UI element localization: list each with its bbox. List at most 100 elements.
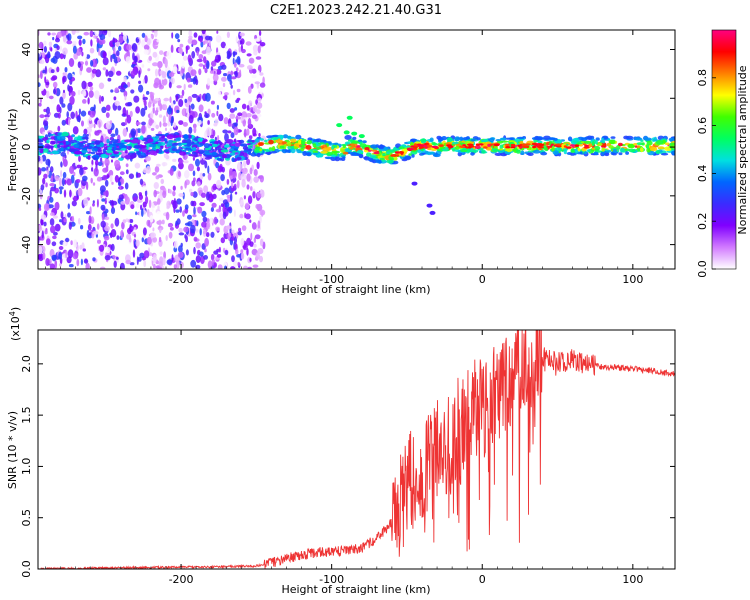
spectrogram-cell xyxy=(156,39,160,43)
spectrogram-cell xyxy=(213,262,217,268)
spectrogram-cell xyxy=(67,212,71,218)
spectrogram-cell xyxy=(237,162,241,171)
spectrogram-cell xyxy=(90,164,93,168)
spectrogram-cell xyxy=(38,225,43,232)
spectrogram-cell xyxy=(431,141,436,146)
spectrogram-cell xyxy=(82,248,87,252)
spectrogram-cell xyxy=(240,199,244,208)
spectrogram-cell xyxy=(73,171,76,177)
spectrogram-cell xyxy=(49,263,55,269)
spectrogram-cell xyxy=(506,147,513,153)
spectrogram-cell xyxy=(229,152,236,156)
spectrogram-cell xyxy=(178,99,184,107)
spectrogram-cell xyxy=(426,203,433,208)
spectrogram-cell xyxy=(241,225,247,232)
spectrogram-cell xyxy=(45,81,50,86)
spectrogram-cell xyxy=(219,197,224,202)
spectrogram-cell xyxy=(617,142,623,147)
spectrogram-cell xyxy=(554,143,562,146)
spectrogram-cell xyxy=(197,206,203,214)
spectrogram-cell xyxy=(132,52,135,61)
spectrogram-cell xyxy=(234,122,238,127)
spectrogram-cell xyxy=(101,160,104,167)
spectrogram-cell xyxy=(141,148,148,153)
spectrogram-cell xyxy=(239,32,245,37)
spectrogram-cell xyxy=(171,32,174,39)
spectrogram-cell xyxy=(206,77,211,86)
spectrogram-cell xyxy=(192,146,197,152)
spectrogram-cell xyxy=(90,177,93,184)
spectrogram-cell xyxy=(591,141,595,147)
spectrogram-cell xyxy=(255,56,262,60)
spectrogram-cell xyxy=(61,177,65,187)
spectrogram-cell xyxy=(240,249,244,254)
spectrogram-cell xyxy=(142,78,145,84)
spectrogram-cell xyxy=(381,159,386,162)
spectrogram-cell xyxy=(45,145,52,149)
spectrogram-cell xyxy=(38,138,42,143)
spectrogram-cell xyxy=(147,101,152,108)
spectrogram-cell xyxy=(164,105,167,111)
spectrogram-cell xyxy=(298,139,302,145)
spectrogram-cell xyxy=(126,143,132,147)
spectrogram-cell xyxy=(204,113,210,119)
spectrogram-cell xyxy=(195,264,201,269)
spectrogram-cell xyxy=(49,183,55,187)
spectrogram-cell xyxy=(88,90,94,98)
spectrogram-cell xyxy=(181,146,187,149)
spectrogram-cell xyxy=(67,34,70,41)
spectrogram-cell xyxy=(123,84,128,89)
spectrogram-cell xyxy=(282,134,289,139)
spectrogram-cell xyxy=(152,254,157,263)
spectrogram-cell xyxy=(59,96,64,105)
spectrogram-cell xyxy=(388,149,394,153)
spectrogram-cell xyxy=(320,151,328,154)
spectrogram-cell xyxy=(104,255,111,261)
spectrogram-cell xyxy=(210,207,214,212)
spectrogram-cell xyxy=(79,244,83,250)
spectrogram-cell xyxy=(429,151,434,154)
spectrogram-cell xyxy=(248,151,252,156)
spectrogram-cell xyxy=(230,132,235,139)
spectrogram-cell xyxy=(88,215,92,224)
spectrogram-cell xyxy=(86,67,92,73)
spectrogram-cell xyxy=(109,174,113,183)
spectrogram-cell xyxy=(133,227,137,231)
spectrogram-cell xyxy=(627,143,635,149)
spectrogram-cell xyxy=(223,145,229,148)
spectrogram-cell xyxy=(173,240,178,249)
spectrogram-cell xyxy=(125,56,131,64)
spectrogram-cell xyxy=(234,107,238,111)
spectrogram-cell xyxy=(87,223,92,231)
spectrogram-cell xyxy=(206,46,211,56)
spectrogram-cell xyxy=(147,68,151,72)
spectrogram-cell xyxy=(106,198,111,202)
spectrogram-cell xyxy=(90,106,95,112)
spectrogram-cell xyxy=(164,127,168,131)
spectrogram-cell xyxy=(43,221,47,227)
spectrogram-cell xyxy=(136,151,142,155)
spectrogram-cell xyxy=(108,50,111,59)
spectrogram-cell xyxy=(493,145,498,149)
spectrogram-cell xyxy=(169,128,172,132)
spectrogram-cell xyxy=(183,226,189,233)
spectrogram-cell xyxy=(65,237,70,243)
spectrogram-cell xyxy=(268,147,273,150)
spectrogram-cell xyxy=(363,156,369,159)
spectrogram-cell xyxy=(351,152,360,156)
spectrogram-cell xyxy=(71,30,76,35)
spectrogram-cell xyxy=(193,246,196,255)
spectrogram-cell xyxy=(125,218,129,222)
spectrogram-cell xyxy=(118,35,124,44)
spectrogram-cell xyxy=(270,137,279,141)
spectrogram-cell xyxy=(50,136,55,140)
spectrogram-cell xyxy=(159,145,164,148)
spectrogram-cell xyxy=(118,45,122,52)
spectrogram-cell xyxy=(91,159,94,166)
colorbar-tick-label: 0.4 xyxy=(696,165,709,183)
spectrogram-cell xyxy=(255,122,262,130)
spectrogram-cell xyxy=(58,246,64,250)
spectrogram-cell xyxy=(175,209,180,213)
spectrogram-cell xyxy=(116,142,125,145)
spectrogram-cell xyxy=(82,175,88,182)
